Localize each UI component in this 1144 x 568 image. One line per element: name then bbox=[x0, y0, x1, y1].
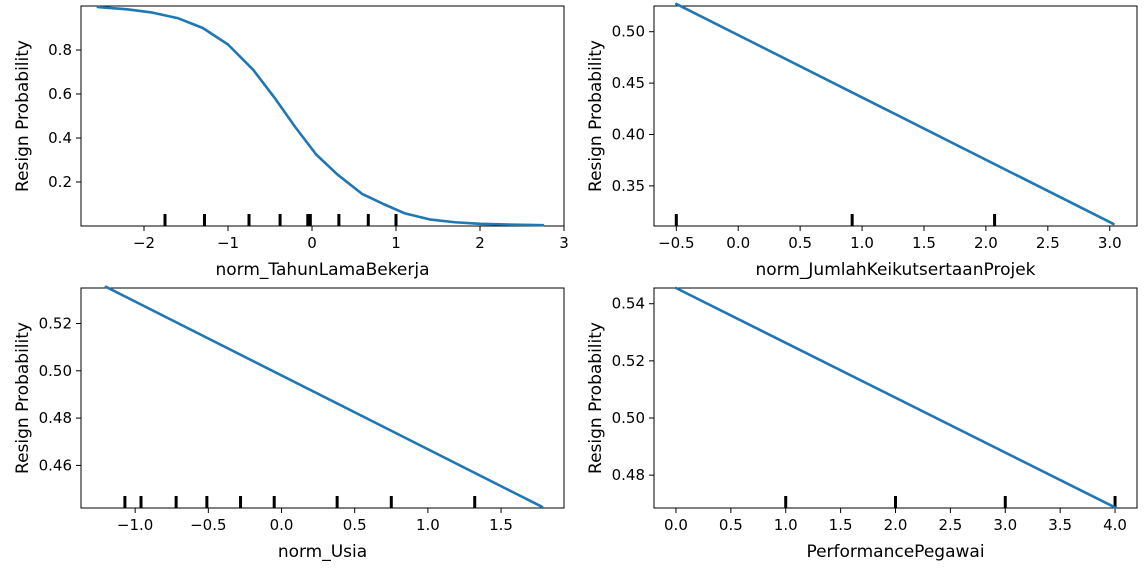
y-tick-label: 0.46 bbox=[39, 456, 72, 474]
x-tick-label: 1.0 bbox=[774, 516, 798, 534]
x-tick-label: −1.0 bbox=[117, 516, 153, 534]
chart-panel-1: −2 −1 0 1 2 3 0.2 0.4 0.6 0.8 norm_TahunLamaBekerj… bbox=[13, 5, 569, 280]
x-tick-label: 3 bbox=[559, 234, 569, 252]
x-tick-label: 0.0 bbox=[726, 234, 750, 252]
x-tick-label: 2 bbox=[475, 234, 485, 252]
partial-dependence-line bbox=[104, 285, 544, 509]
y-tick-label: 0.52 bbox=[612, 352, 645, 370]
x-tick-label: 1.0 bbox=[850, 234, 874, 252]
x-axis-label: norm_JumlahKeikutsertaanProjek bbox=[755, 260, 1035, 280]
y-tick-label: 0.52 bbox=[39, 314, 72, 332]
x-tick-label: 0.5 bbox=[719, 516, 743, 534]
x-tick-label: −0.5 bbox=[190, 516, 226, 534]
plot-frame bbox=[653, 5, 1138, 227]
x-axis-label: norm_Usia bbox=[278, 542, 367, 562]
x-tick-label: 3.0 bbox=[1098, 234, 1122, 252]
y-tick-label: 0.2 bbox=[48, 173, 72, 191]
partial-dependence-line bbox=[96, 5, 545, 227]
y-tick-label: 0.50 bbox=[612, 409, 645, 427]
x-axis-label: PerformancePegawai bbox=[806, 542, 984, 562]
x-tick-label: 3.5 bbox=[1048, 516, 1072, 534]
y-tick-label: 0.35 bbox=[612, 177, 645, 195]
y-axis-label: Resign Probability bbox=[586, 40, 606, 192]
x-tick-label: 2.0 bbox=[974, 234, 998, 252]
x-tick-label: 0.0 bbox=[270, 516, 294, 534]
y-axis-label: Resign Probability bbox=[13, 322, 33, 474]
x-tick-label: 1.5 bbox=[829, 516, 853, 534]
x-tick-label: −0.5 bbox=[658, 234, 694, 252]
y-axis-label: Resign Probability bbox=[13, 40, 33, 192]
y-tick-label: 0.6 bbox=[48, 85, 72, 103]
y-tick-label: 0.48 bbox=[612, 466, 645, 484]
x-tick-label: 2.5 bbox=[938, 516, 962, 534]
y-tick-label: 0.4 bbox=[48, 129, 72, 147]
x-tick-label: 1.5 bbox=[489, 516, 513, 534]
x-tick-label: 1 bbox=[391, 234, 401, 252]
partial-dependence-line bbox=[674, 2, 1115, 226]
plot-frame bbox=[80, 5, 565, 227]
y-tick-label: 0.48 bbox=[39, 409, 72, 427]
y-tick-label: 0.54 bbox=[612, 295, 645, 313]
x-tick-label: 4.0 bbox=[1103, 516, 1127, 534]
y-tick-label: 0.40 bbox=[612, 126, 645, 144]
x-tick-label: −2 bbox=[133, 234, 155, 252]
x-tick-label: 0.5 bbox=[343, 516, 367, 534]
x-tick-label: 3.0 bbox=[993, 516, 1017, 534]
plot-frame bbox=[80, 287, 565, 509]
chart-panel-2: −0.5 0.0 0.5 1.0 1.5 2.0 2.5 3.0 0.35 0.40 0.45 0.5… bbox=[586, 2, 1138, 280]
chart-panel-3: −1.0 −0.5 0.0 0.5 1.0 1.5 0.46 0.48 0.50 0.52 norm… bbox=[13, 285, 565, 562]
y-tick-label: 0.50 bbox=[39, 362, 72, 380]
x-tick-label: −1 bbox=[217, 234, 239, 252]
x-tick-label: 0.0 bbox=[664, 516, 688, 534]
x-axis-label: norm_TahunLamaBekerja bbox=[215, 260, 429, 280]
y-axis-label: Resign Probability bbox=[586, 322, 606, 474]
y-tick-label: 0.45 bbox=[612, 74, 645, 92]
x-tick-label: 0.5 bbox=[788, 234, 812, 252]
y-tick-label: 0.50 bbox=[612, 23, 645, 41]
chart-panel-4: 0.0 0.5 1.0 1.5 2.0 2.5 3.0 3.5 4.0 0.48 0.50 0.52 0… bbox=[586, 286, 1138, 562]
x-tick-label: 1.5 bbox=[912, 234, 936, 252]
x-tick-label: 2.0 bbox=[884, 516, 908, 534]
x-tick-label: 2.5 bbox=[1036, 234, 1060, 252]
x-tick-label: 1.0 bbox=[416, 516, 440, 534]
y-tick-label: 0.8 bbox=[48, 41, 72, 59]
partial-dependence-line bbox=[674, 286, 1117, 509]
x-tick-label: 0 bbox=[307, 234, 317, 252]
